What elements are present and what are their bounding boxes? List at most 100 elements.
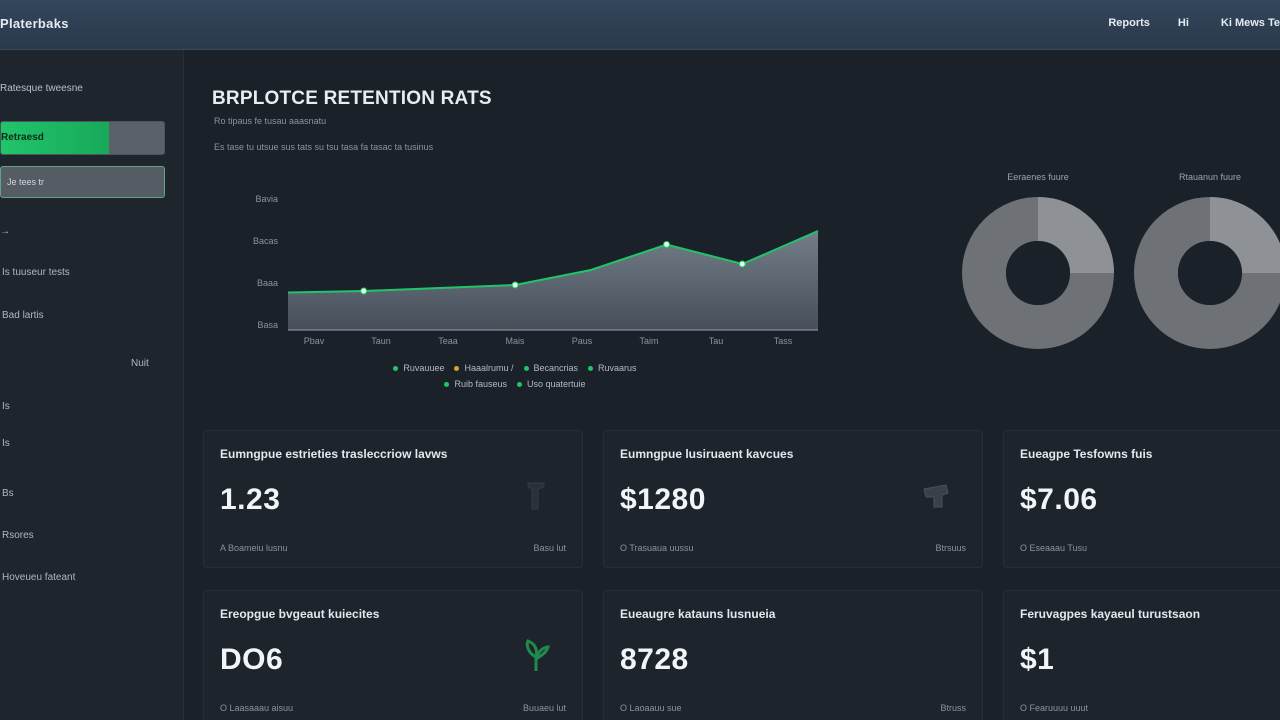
stat-card-link[interactable]: Buuaeu lut (522, 703, 566, 713)
stat-card-title: Eumngpue lusiruaent kavcues (620, 447, 794, 461)
stat-card-footer: O Trasuaua uussu (620, 543, 694, 553)
data-point[interactable] (663, 241, 671, 248)
donut-slice[interactable] (1036, 197, 1114, 275)
y-tick-label: Bavia (255, 194, 278, 204)
stat-card-footer: O Laoaauu sue (620, 703, 682, 713)
stat-card-footer: A Boameiu lusnu (220, 543, 288, 553)
stat-card-link[interactable]: Btruss (940, 703, 966, 713)
legend-label: Ruvauuee (403, 363, 445, 373)
legend-row-2: Ruib fauseus Uso quatertuie (200, 379, 830, 389)
stat-card-5[interactable]: Eueaugre katauns lusnueia 8728 O Laoaauu… (603, 590, 983, 720)
sidebar-item-arrow[interactable]: → (0, 226, 10, 237)
legend-swatch (444, 381, 450, 387)
x-tick-label: Tass (774, 336, 793, 346)
stat-card-title: Feruvagpes kayaeul turustsaon (1020, 607, 1201, 621)
donut-slice[interactable] (1208, 197, 1280, 275)
y-tick-label: Baaa (257, 278, 278, 288)
retention-chart-panel: Bavia Bacas Baaa Basa Pbav Taun Teaa Mais Paus Ta… (200, 155, 830, 415)
stat-card-4[interactable]: Ereopgue bvgeaut kuiecites DO6 O Laasaaa… (203, 590, 583, 720)
sidebar: Ratesque tweesne Retraesd Je tees tr → I… (0, 50, 184, 720)
sidebar-active-fill (1, 122, 109, 154)
stat-card-footer: O Eseaaau Tusu (1020, 543, 1088, 553)
sidebar-item-is-2[interactable]: Is (2, 438, 10, 449)
stat-card-value: 1.23 (220, 483, 281, 516)
stat-card-1[interactable]: Eumngpue estrieties trasleccriow lavws 1… (203, 430, 583, 568)
top-nav: Reports Hi Ki Mews Te (1108, 17, 1280, 29)
stat-card-value: $7.06 (1020, 483, 1098, 516)
brand-logo[interactable]: Platerbaks (0, 16, 69, 31)
donut-1-label: Eeraenes fuure (1007, 172, 1069, 182)
stat-card-title: Eumngpue estrieties trasleccriow lavws (220, 447, 448, 461)
donut-1-chart (962, 197, 1114, 349)
cursor-icon (527, 482, 545, 510)
sidebar-item-rsores[interactable]: Rsores (2, 530, 34, 541)
stat-card-link[interactable]: Btrsuus (935, 543, 966, 553)
legend-item[interactable]: Ruvauuee (393, 363, 444, 373)
nav-hi[interactable]: Hi (1177, 17, 1189, 29)
legend-row-1: Ruvauuee Haaalrumu / Becancrias Ruvaarus (200, 363, 830, 373)
legend-item[interactable]: Ruib fauseus (444, 379, 507, 389)
sidebar-active-label: Retraesd (1, 132, 44, 143)
stat-card-title: Eueagpe Tesfowns fuis (1020, 447, 1153, 461)
series-line (287, 230, 819, 294)
data-point[interactable] (511, 281, 519, 289)
x-tick-label: Taim (639, 336, 658, 346)
x-tick-label: Pbav (304, 336, 325, 346)
legend-swatch (588, 365, 594, 371)
x-tick-label: Taun (371, 336, 391, 346)
sidebar-item-is-1[interactable]: Is (2, 401, 10, 412)
top-bar: Platerbaks Reports Hi Ki Mews Te (0, 0, 1280, 50)
stat-card-footer: O Fearuuuu uuut (1020, 703, 1089, 713)
page-description: Es tase tu utsue sus tats su tsu tasa fa… (214, 142, 434, 152)
sidebar-item-nuit[interactable]: Nuit (131, 358, 149, 369)
donut-2-chart (1134, 197, 1280, 349)
plant-icon (525, 639, 551, 671)
sidebar-item-fateant[interactable]: Hoveueu fateant (2, 572, 76, 583)
stat-card-3[interactable]: Eueagpe Tesfowns fuis $7.06 O Eseaaau Tu… (1003, 430, 1280, 568)
data-point[interactable] (738, 260, 746, 268)
sidebar-secondary-label: Je tees tr (7, 177, 45, 187)
data-point[interactable] (360, 287, 368, 295)
x-tick-label: Mais (505, 336, 525, 346)
legend-swatch (517, 381, 522, 387)
area-fill (288, 231, 818, 330)
nav-reports[interactable]: Reports (1108, 17, 1150, 29)
y-tick-label: Basa (257, 320, 278, 330)
stat-card-6[interactable]: Feruvagpes kayaeul turustsaon $1 O Fearu… (1003, 590, 1280, 720)
legend-swatch (454, 365, 460, 371)
y-tick-label: Bacas (253, 236, 279, 246)
legend-label: Haaalrumu / (464, 363, 514, 373)
stat-card-link[interactable]: Basu lut (533, 543, 566, 553)
stat-card-value: 8728 (620, 643, 689, 676)
sidebar-section-title: Ratesque tweesne (0, 83, 83, 94)
sidebar-item-lartis[interactable]: Bad lartis (2, 310, 44, 321)
sidebar-item-tests[interactable]: Is tuuseur tests (2, 267, 70, 278)
stat-card-title: Eueaugre katauns lusnueia (620, 607, 776, 621)
stat-card-value: $1 (1020, 643, 1055, 676)
legend-item[interactable]: Ruvaarus (588, 363, 637, 373)
page-title: BRPLOTCE RETENTION RATS (212, 88, 492, 109)
stat-card-footer: O Laasaaau aisuu (220, 703, 294, 713)
legend-label: Uso quatertuie (527, 379, 586, 389)
retention-area-chart: Bavia Bacas Baaa Basa Pbav Taun Teaa Mais Paus Ta… (253, 194, 819, 346)
sidebar-item-bs[interactable]: Bs (2, 488, 14, 499)
nav-user[interactable]: Ki Mews Te (1220, 17, 1280, 29)
legend-label: Becancrias (533, 363, 579, 373)
legend-item[interactable]: Uso quatertuie (517, 379, 586, 389)
sidebar-secondary-button[interactable]: Je tees tr (0, 166, 165, 198)
legend-item[interactable]: Haaalrumu / (454, 363, 514, 373)
sidebar-active-button[interactable]: Retraesd (0, 121, 165, 155)
stat-card-value: $1280 (620, 483, 706, 516)
legend-swatch (523, 365, 529, 371)
legend-item[interactable]: Becancrias (523, 363, 579, 373)
page-subtitle: Ro tipaus fe tusau aaasnatu (214, 116, 327, 126)
donut-2-label: Rtauanun fuure (1178, 172, 1242, 182)
x-tick-label: Teaa (438, 336, 458, 346)
stat-card-title: Ereopgue bvgeaut kuiecites (220, 607, 380, 621)
donut-1: Eeraenes fuure (962, 172, 1114, 349)
donut-hole (1006, 241, 1070, 305)
x-tick-label: Paus (572, 336, 593, 346)
x-tick-label: Tau (709, 336, 724, 346)
donut-hole (1178, 241, 1242, 305)
stat-card-2[interactable]: Eumngpue lusiruaent kavcues $1280 O Tras… (603, 430, 983, 568)
